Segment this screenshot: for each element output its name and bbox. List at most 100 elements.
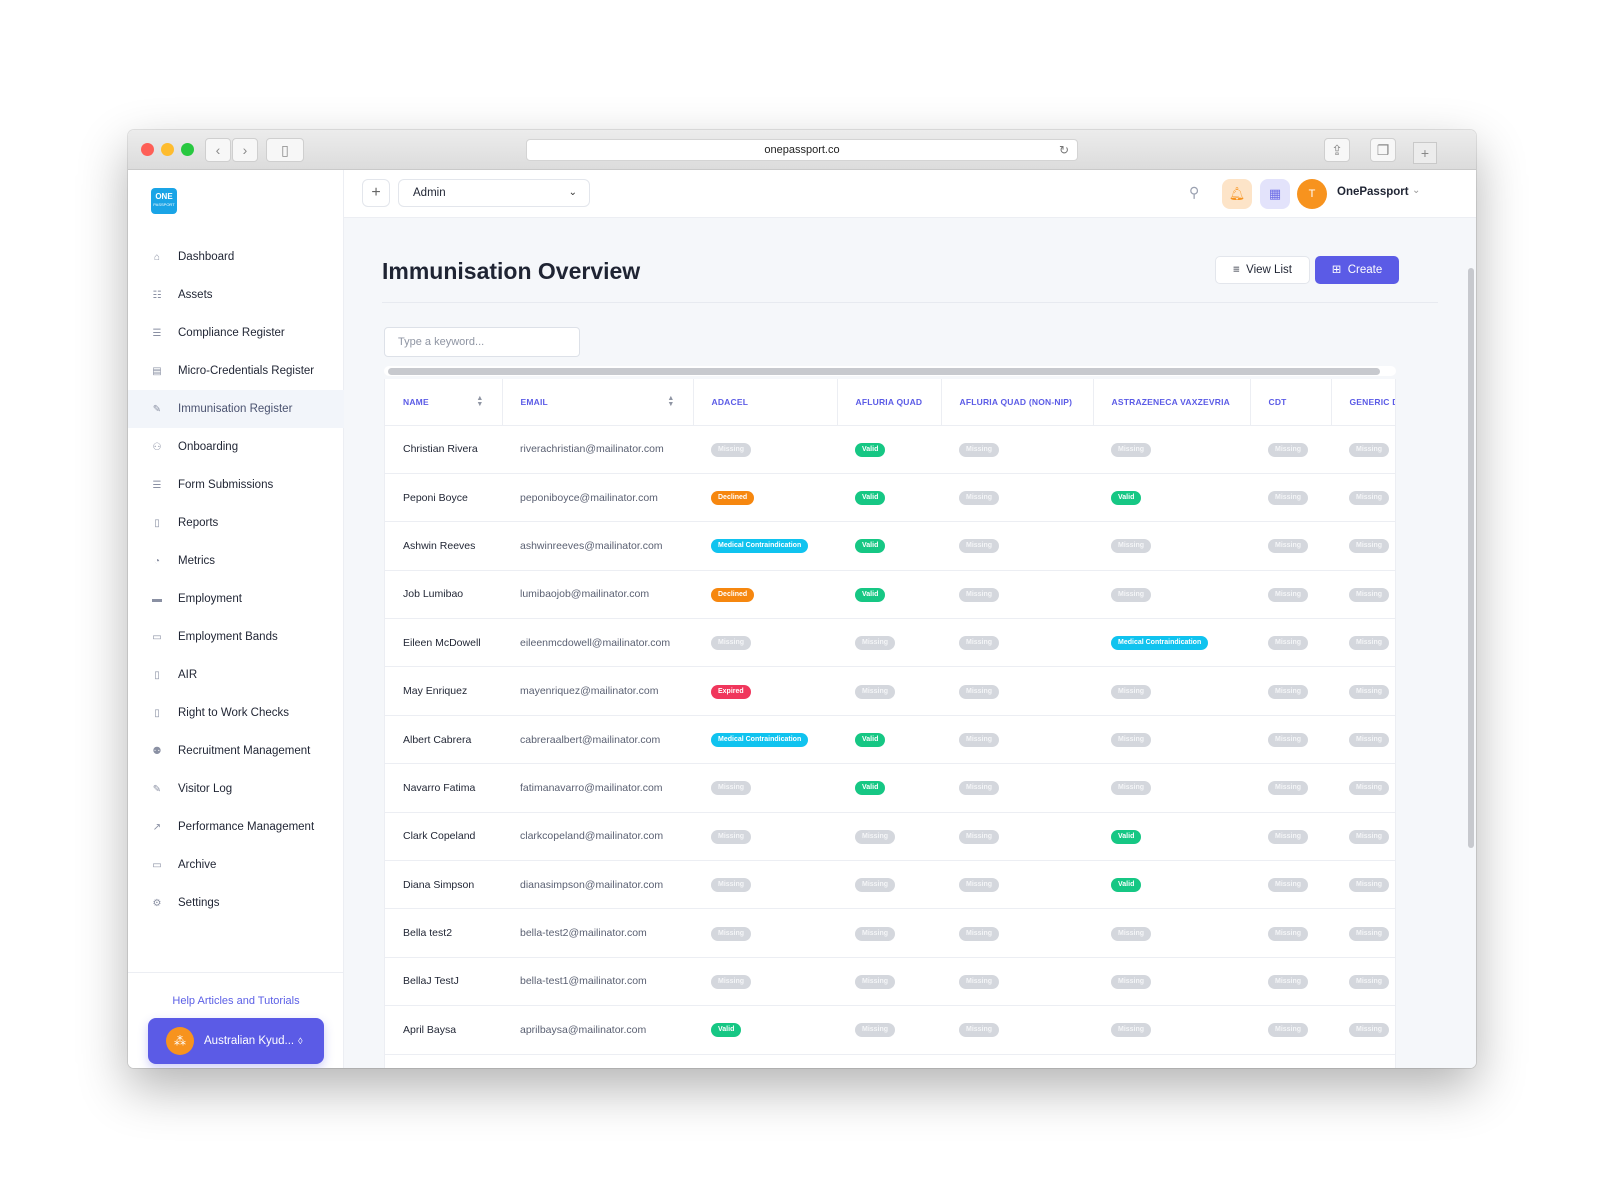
help-articles-link[interactable]: Help Articles and Tutorials (172, 995, 300, 1007)
status-badge[interactable]: Missing (1268, 926, 1309, 941)
reload-icon[interactable]: ↻ (1058, 143, 1069, 157)
status-badge[interactable]: Missing (959, 781, 1000, 796)
sidebar-item-assets[interactable]: ☷ Assets (128, 276, 344, 314)
status-badge[interactable]: Missing (1111, 733, 1152, 748)
status-badge[interactable]: Missing (959, 878, 1000, 893)
status-badge[interactable]: Missing (1111, 587, 1152, 602)
sidebar-item-immunisation-register[interactable]: ✎ Immunisation Register (128, 390, 344, 428)
horizontal-scrollbar[interactable] (388, 368, 1380, 375)
table-row[interactable]: Job Lumibao lumibaojob@mailinator.com Decl… (385, 570, 1395, 620)
status-badge[interactable]: Missing (1111, 684, 1152, 699)
status-badge[interactable]: Valid (1111, 491, 1142, 506)
status-badge[interactable]: Missing (1111, 442, 1152, 457)
status-badge[interactable]: Valid (855, 539, 886, 554)
status-badge[interactable]: Missing (959, 974, 1000, 989)
status-badge[interactable]: Medical Contraindication (711, 539, 809, 554)
back-icon[interactable]: ‹ (205, 138, 231, 162)
sidebar-item-employment-bands[interactable]: ▭ Employment Bands (128, 618, 344, 656)
status-badge[interactable]: Missing (1349, 926, 1390, 941)
onepassport-logo[interactable]: ONE PASSPORT (151, 188, 177, 214)
status-badge[interactable]: Missing (1268, 539, 1309, 554)
status-badge[interactable]: Missing (711, 926, 752, 941)
status-badge[interactable]: Missing (959, 491, 1000, 506)
status-badge[interactable]: Missing (711, 829, 752, 844)
status-badge[interactable]: Missing (711, 781, 752, 796)
new-tab-icon[interactable]: + (1413, 142, 1437, 164)
sidebar-item-archive[interactable]: ▭ Archive (128, 846, 344, 884)
status-badge[interactable]: Missing (1268, 587, 1309, 602)
sidebar-item-micro-credentials-register[interactable]: ▤ Micro-Credentials Register (128, 352, 344, 390)
status-badge[interactable]: Missing (959, 926, 1000, 941)
status-badge[interactable]: Missing (1268, 878, 1309, 893)
status-badge[interactable]: Missing (711, 878, 752, 893)
view-list-button[interactable]: ≡ View List (1215, 256, 1310, 284)
status-badge[interactable]: Missing (1349, 1023, 1390, 1038)
organisation-switcher-button[interactable]: ⁂ Australian Kyud... ◊ (148, 1018, 324, 1064)
status-badge[interactable]: Missing (1111, 539, 1152, 554)
sidebar-item-visitor-log[interactable]: ✎ Visitor Log (128, 770, 344, 808)
sidebar-item-performance-management[interactable]: ↗ Performance Management (128, 808, 344, 846)
status-badge[interactable]: Missing (855, 1023, 896, 1038)
column-header[interactable]: GENERIC D (1331, 379, 1395, 426)
table-row[interactable]: April Baysa aprilbaysa@mailinator.com Vali… (385, 1005, 1395, 1055)
status-badge[interactable]: Missing (959, 684, 1000, 699)
sidebar-item-employment[interactable]: ▬ Employment (128, 580, 344, 618)
status-badge[interactable]: Missing (1268, 636, 1309, 651)
status-badge[interactable]: Valid (1111, 829, 1142, 844)
status-badge[interactable]: Medical Contraindication (711, 733, 809, 748)
create-button[interactable]: ⊞ Create (1315, 256, 1399, 284)
status-badge[interactable]: Missing (959, 829, 1000, 844)
vertical-scrollbar[interactable] (1468, 268, 1474, 848)
column-header[interactable]: CDT (1250, 379, 1332, 426)
maximize-window-button[interactable] (181, 143, 194, 156)
apps-grid-icon[interactable]: ▦ (1260, 179, 1290, 209)
status-badge[interactable]: Missing (1268, 684, 1309, 699)
status-badge[interactable]: Missing (711, 636, 752, 651)
sort-icon[interactable]: ▲ ▼ (476, 395, 484, 408)
search-icon[interactable]: ⚲ (1189, 184, 1200, 200)
status-badge[interactable]: Medical Contraindication (1111, 636, 1209, 651)
status-badge[interactable]: Missing (1349, 539, 1390, 554)
forward-icon[interactable]: › (232, 138, 258, 162)
status-badge[interactable]: Missing (959, 636, 1000, 651)
status-badge[interactable]: Valid (855, 733, 886, 748)
status-badge[interactable]: Valid (1111, 878, 1142, 893)
chevron-down-icon[interactable]: ⌄ (1412, 185, 1421, 196)
status-badge[interactable]: Missing (711, 974, 752, 989)
status-badge[interactable]: Missing (1349, 829, 1390, 844)
sidebar-item-form-submissions[interactable]: ☰ Form Submissions (128, 466, 344, 504)
status-badge[interactable]: Missing (959, 587, 1000, 602)
minimize-window-button[interactable] (161, 143, 174, 156)
status-badge[interactable]: Missing (1349, 442, 1390, 457)
status-badge[interactable]: Expired (711, 684, 751, 699)
status-badge[interactable]: Valid (855, 442, 886, 457)
add-button[interactable]: + (362, 179, 390, 207)
status-badge[interactable]: Valid (855, 781, 886, 796)
status-badge[interactable]: Missing (1268, 829, 1309, 844)
sidebar-item-recruitment-management[interactable]: ⚉ Recruitment Management (128, 732, 344, 770)
sidebar-item-dashboard[interactable]: ⌂ Dashboard (128, 238, 344, 276)
column-header[interactable]: ASTRAZENECA VAXZEVRIA (1093, 379, 1251, 426)
role-select[interactable]: Admin ⌄ (398, 179, 590, 207)
status-badge[interactable]: Missing (1349, 733, 1390, 748)
status-badge[interactable]: Missing (959, 733, 1000, 748)
status-badge[interactable]: Missing (959, 539, 1000, 554)
status-badge[interactable]: Missing (1349, 781, 1390, 796)
user-menu[interactable]: OnePassport (1337, 186, 1409, 198)
column-header[interactable]: AFLURIA QUAD (NON-NIP) (941, 379, 1094, 426)
table-row[interactable]: Albert Cabrera cabreraalbert@mailinator.c… (385, 715, 1395, 765)
sidebar-item-settings[interactable]: ⚙ Settings (128, 884, 344, 922)
status-badge[interactable]: Missing (855, 829, 896, 844)
address-bar[interactable]: onepassport.co ↻ (526, 139, 1078, 161)
close-window-button[interactable] (141, 143, 154, 156)
table-row[interactable]: Peponi Boyce peponiboyce@mailinator.com De… (385, 473, 1395, 523)
sidebar-item-right-to-work-checks[interactable]: ▯ Right to Work Checks (128, 694, 344, 732)
sidebar-item-metrics[interactable]: ◔ Metrics (128, 542, 344, 580)
share-icon[interactable]: ⇪ (1324, 138, 1350, 162)
sidebar-toggle-icon[interactable]: ▯ (266, 138, 304, 162)
status-badge[interactable]: Missing (1349, 587, 1390, 602)
status-badge[interactable]: Missing (1268, 733, 1309, 748)
column-header[interactable]: AFLURIA QUAD (837, 379, 942, 426)
bell-icon[interactable]: 🔔︎ (1222, 179, 1252, 209)
status-badge[interactable]: Missing (1349, 636, 1390, 651)
